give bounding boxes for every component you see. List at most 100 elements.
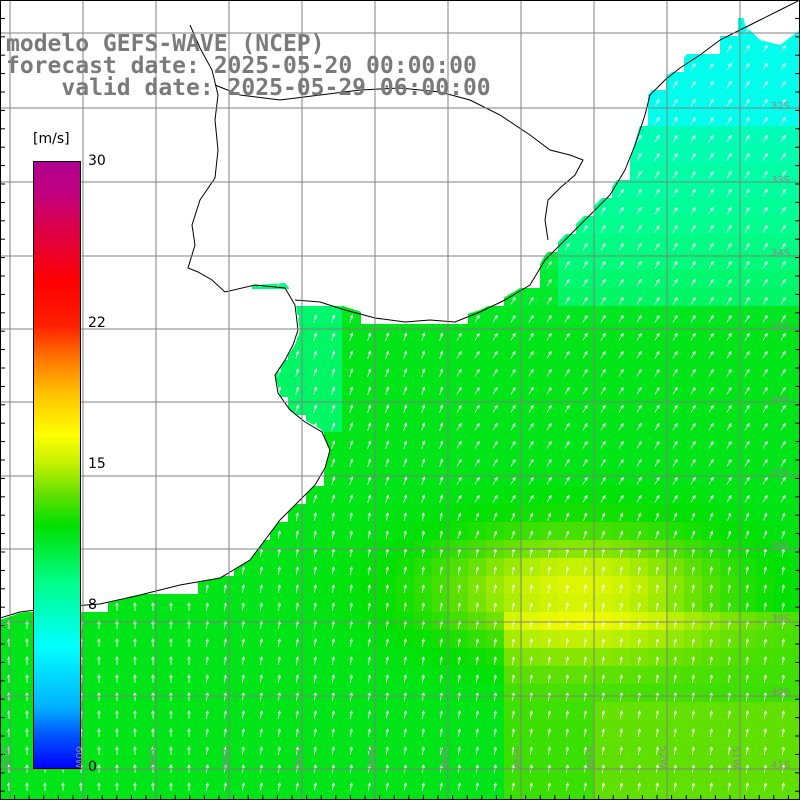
- field-cell: [720, 180, 739, 199]
- wind-arrow: [601, 566, 606, 575]
- wind-arrow: [619, 710, 624, 719]
- colorbar-tick-label: 8: [88, 597, 97, 614]
- wind-arrow: [565, 728, 570, 737]
- wind-arrow: [781, 782, 786, 791]
- field-cell: [540, 324, 559, 343]
- field-cell: [702, 486, 721, 505]
- wind-arrow: [331, 368, 336, 377]
- wind-arrow: [97, 746, 101, 756]
- wind-arrow: [205, 728, 210, 737]
- wind-arrow: [493, 584, 498, 593]
- wind-arrow: [708, 404, 714, 413]
- wind-arrow: [672, 296, 678, 305]
- field-cell: [612, 324, 631, 343]
- wind-arrow: [474, 476, 480, 485]
- field-cell: [540, 396, 559, 415]
- wind-arrow: [763, 584, 768, 593]
- wind-arrow: [708, 494, 714, 503]
- wind-arrow: [349, 368, 354, 377]
- field-cell: [792, 504, 800, 523]
- wind-arrow: [727, 674, 732, 683]
- field-cell: [648, 162, 667, 181]
- wind-arrow: [511, 674, 516, 683]
- wind-arrow: [115, 674, 119, 684]
- field-cell: [792, 666, 800, 685]
- field-cell: [558, 486, 577, 505]
- wind-arrow: [367, 458, 372, 467]
- wind-arrow: [421, 458, 426, 467]
- wind-arrow: [691, 710, 696, 719]
- wind-arrow: [745, 656, 750, 665]
- field-cell: [774, 90, 793, 109]
- wind-arrow: [295, 674, 300, 683]
- wind-arrow: [564, 278, 570, 287]
- wind-arrow: [439, 602, 444, 611]
- wind-arrow: [565, 512, 570, 521]
- wind-arrow: [277, 638, 282, 647]
- wind-arrow: [708, 422, 714, 431]
- wind-arrow: [493, 602, 498, 611]
- field-cell: [792, 648, 800, 667]
- field-cell: [774, 198, 793, 217]
- wind-arrow: [582, 368, 588, 377]
- field-cell: [594, 486, 613, 505]
- field-cell: [72, 792, 91, 800]
- wind-arrow: [205, 674, 210, 683]
- wind-arrow: [115, 656, 119, 666]
- wind-arrow: [673, 674, 678, 683]
- field-cell: [648, 144, 667, 163]
- field-cell: [648, 180, 667, 199]
- field-cell: [684, 432, 703, 451]
- field-cell: [756, 504, 775, 523]
- wind-arrow: [528, 368, 534, 377]
- field-cell: [756, 54, 775, 73]
- field-cell: [648, 450, 667, 469]
- wind-arrow: [349, 512, 354, 521]
- wind-arrow: [619, 728, 624, 737]
- wind-arrow: [636, 134, 642, 143]
- longitude-label: 51W: [730, 746, 741, 769]
- wind-arrow: [313, 638, 318, 647]
- field-cell: [774, 468, 793, 487]
- wind-arrow: [439, 458, 444, 467]
- field-cell: [792, 126, 800, 145]
- field-cell: [738, 144, 757, 163]
- wind-arrow: [367, 386, 372, 395]
- wind-arrow: [546, 314, 552, 323]
- field-cell: [612, 378, 631, 397]
- field-cell: [594, 450, 613, 469]
- wind-arrow: [295, 656, 300, 665]
- field-cell: [666, 72, 685, 91]
- wind-arrow: [439, 692, 444, 701]
- wind-arrow: [601, 692, 606, 701]
- wind-arrow: [493, 638, 498, 647]
- wind-arrow: [654, 386, 660, 395]
- wind-arrow: [600, 242, 606, 251]
- wind-arrow: [780, 170, 786, 179]
- wind-arrow: [385, 638, 390, 647]
- wind-arrow: [744, 224, 750, 233]
- wind-arrow: [709, 566, 714, 575]
- field-cell: [576, 288, 595, 307]
- wind-arrow: [492, 314, 498, 323]
- wind-arrow: [672, 404, 678, 413]
- wind-arrow: [115, 692, 119, 702]
- wind-arrow: [403, 728, 408, 737]
- wind-arrow: [546, 404, 552, 413]
- wind-arrow: [492, 440, 498, 449]
- field-cell: [792, 234, 800, 253]
- wind-arrow: [762, 440, 768, 449]
- wind-arrow: [708, 458, 714, 467]
- field-cell: [666, 504, 685, 523]
- wind-arrow: [709, 692, 714, 701]
- wind-arrow: [511, 566, 516, 575]
- wind-arrow: [187, 728, 191, 738]
- wind-arrow: [762, 62, 768, 71]
- field-cell: [792, 288, 800, 307]
- wind-arrow: [780, 224, 786, 233]
- field-cell: [522, 306, 541, 325]
- wind-arrow: [169, 710, 173, 720]
- field-cell: [558, 234, 577, 253]
- wind-arrow: [331, 332, 336, 341]
